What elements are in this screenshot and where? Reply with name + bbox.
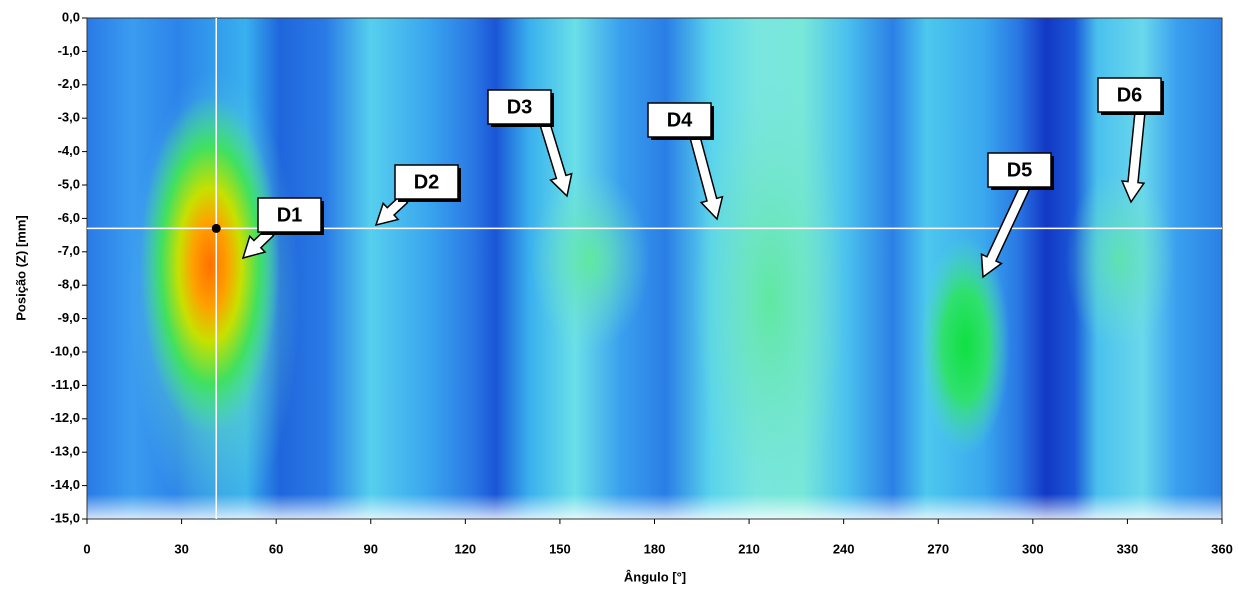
y-axis-label: Posição (Z) [mm]	[13, 215, 28, 320]
y-tick-label: -5,0	[58, 176, 80, 191]
annotation-label: D3	[507, 96, 533, 118]
x-tick-label: 150	[549, 541, 571, 556]
y-tick-label: -12,0	[50, 410, 80, 425]
x-tick-label: 0	[83, 541, 90, 556]
annotation-box	[394, 164, 459, 200]
heat-blob	[530, 170, 650, 350]
x-tick-label: 330	[1117, 541, 1139, 556]
annotation-label: D5	[1007, 159, 1033, 181]
heat-blob	[920, 235, 1010, 455]
annotation-arrow	[1120, 110, 1146, 204]
annotation-box	[1097, 77, 1162, 113]
annotation-label: D6	[1117, 84, 1143, 106]
annotation-arrow	[374, 194, 409, 227]
x-tick-label: 60	[269, 541, 283, 556]
y-tick-label: -11,0	[51, 377, 80, 392]
annotation-label: D2	[414, 171, 440, 193]
annotation-arrow	[689, 134, 724, 221]
x-tick-label: 120	[454, 541, 476, 556]
x-tick-label: 30	[174, 541, 188, 556]
annotation-box	[647, 102, 712, 138]
annotation-box	[987, 152, 1052, 188]
y-tick-label: 0,0	[62, 9, 80, 24]
x-tick-label: 240	[833, 541, 855, 556]
y-tick-label: -10,0	[50, 343, 80, 358]
y-tick-label: -7,0	[58, 243, 80, 258]
annotation-arrow	[241, 227, 275, 260]
x-tick-label: 180	[644, 541, 666, 556]
x-tick-label: 360	[1211, 541, 1233, 556]
annotation-label: D4	[667, 109, 693, 131]
y-tick-label: -6,0	[58, 210, 80, 225]
annotation-arrow	[980, 183, 1031, 279]
y-tick-label: -2,0	[58, 76, 80, 91]
y-tick-label: -3,0	[58, 110, 80, 125]
heat-blob	[1065, 170, 1175, 350]
x-tick-label: 270	[927, 541, 949, 556]
x-tick-label: 90	[364, 541, 378, 556]
x-tick-label: 300	[1022, 541, 1044, 556]
y-tick-label: -8,0	[58, 277, 80, 292]
y-tick-label: -1,0	[58, 43, 80, 58]
y-tick-label: -4,0	[58, 143, 80, 158]
y-tick-label: -15,0	[50, 510, 80, 525]
heat-blob	[140, 95, 280, 435]
y-tick-label: -13,0	[50, 444, 80, 459]
y-tick-label: -9,0	[58, 310, 80, 325]
y-tick-label: -14,0	[50, 477, 80, 492]
x-tick-label: 210	[738, 541, 760, 556]
crosshair-point	[211, 223, 221, 233]
annotation-arrow	[539, 121, 573, 198]
annotation-box	[257, 197, 322, 233]
heatmap	[87, 18, 1222, 530]
x-axis-label: Ângulo [°]	[624, 569, 686, 584]
heat-blob	[695, 80, 845, 520]
annotation-box	[487, 89, 552, 125]
annotation-label: D1	[277, 204, 303, 226]
heatmap-edge	[87, 494, 1222, 519]
